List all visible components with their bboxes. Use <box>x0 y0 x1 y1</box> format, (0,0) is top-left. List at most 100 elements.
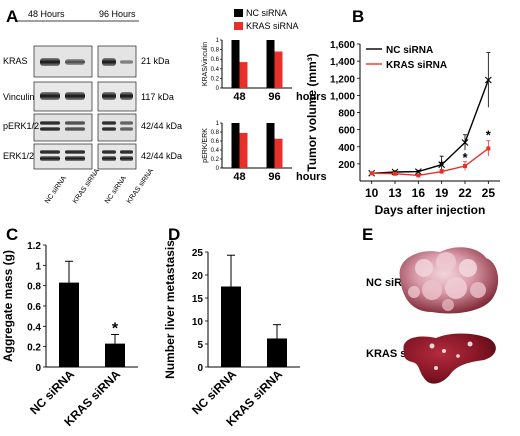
chart-perk-erk: 0 0.2 0.4 0.6 0.8 1 48 96 hours pERK/ERK <box>202 121 327 183</box>
blot-header-48h: 48 Hours <box>28 9 65 19</box>
chart-tumor-volume: 200 400 600 800 1,000 1,200 1,400 1,600 10 13 16 19… <box>305 40 500 217</box>
data-point <box>484 76 492 84</box>
liver-nc-image <box>399 247 499 314</box>
y-tick-label: 5 <box>197 340 203 351</box>
bar-kras <box>239 132 248 168</box>
x-axis-label: hours <box>296 91 327 103</box>
bar-nc <box>231 123 240 168</box>
bar-nc <box>231 40 240 88</box>
data-point <box>416 173 421 178</box>
x-tick-label: 25 <box>482 186 496 200</box>
y-tick-label: 0.4 <box>211 67 220 73</box>
legend-swatch <box>234 22 243 30</box>
y-tick-label: 800 <box>338 109 355 120</box>
bar <box>267 338 287 367</box>
x-tick-label: 10 <box>365 186 379 200</box>
y-tick-label: 10 <box>192 317 204 328</box>
series-line-kras <box>371 147 489 177</box>
y-tick-label: 1 <box>216 121 220 127</box>
y-tick-label: 0.2 <box>211 157 220 163</box>
y-tick-label: 1 <box>216 38 220 44</box>
y-axis-label: Number liver metastasis <box>163 240 177 379</box>
legend-label: NC siRNA <box>386 45 433 56</box>
lane-label-2: KRAS siRNA <box>72 167 101 205</box>
panel-label-e: E <box>362 225 373 244</box>
western-blot: 48 Hours 96 Hours <box>3 9 182 205</box>
y-tick-label: 0.8 <box>27 282 41 293</box>
bar <box>221 286 241 367</box>
y-tick-label: 0 <box>197 363 203 374</box>
y-tick-label: 15 <box>192 294 204 305</box>
x-tick-label: 48 <box>233 91 245 103</box>
bar <box>105 343 125 367</box>
liver-kras-image <box>403 333 496 384</box>
lane-label-3: NC siRNA <box>104 175 128 205</box>
data-point <box>439 169 444 174</box>
blot-size-perk: 42/44 kDa <box>141 121 182 131</box>
y-tick-label: 0.4 <box>27 322 41 333</box>
y-tick-label: 0 <box>216 166 220 172</box>
blot-size-vinculin: 117 kDa <box>141 92 174 102</box>
y-tick-label: 1,600 <box>330 40 355 51</box>
y-tick-label: 0.8 <box>211 48 220 54</box>
legend-label: KRAS siRNA <box>246 21 299 31</box>
panel-label-c: C <box>6 225 18 244</box>
bar <box>59 282 79 367</box>
y-tick-label: 1,000 <box>330 91 355 102</box>
significance-mark: * <box>112 320 119 337</box>
panel-label-b: B <box>352 7 364 26</box>
y-tick-label: 25 <box>192 248 204 259</box>
blot-row-perk: pERK1/2 <box>3 121 39 131</box>
y-tick-label: 0.8 <box>211 130 220 136</box>
x-axis-label: Days after injection <box>375 203 486 217</box>
bar-kras <box>274 138 283 168</box>
y-tick-label: 1 <box>35 261 41 272</box>
lane-label-4: KRAS siRNA <box>126 167 155 205</box>
bar-kras <box>239 62 248 88</box>
y-axis-label: pERK/ERK <box>202 128 209 163</box>
y-tick-label: 0.2 <box>211 76 220 82</box>
y-tick-label: 20 <box>192 271 204 282</box>
data-point <box>369 171 374 176</box>
y-axis-label: Aggregate mass (g) <box>1 250 15 362</box>
x-axis-label: hours <box>296 171 327 183</box>
y-tick-label: 0.2 <box>27 343 41 354</box>
panel-label-d: D <box>168 225 180 244</box>
y-axis-label: KRAS/vinculin <box>202 42 209 86</box>
x-tick-label: 96 <box>268 171 280 183</box>
significance-mark: * <box>486 127 492 142</box>
x-tick-label: 13 <box>388 186 402 200</box>
y-axis-label: Tumor volume (mm³) <box>305 53 319 171</box>
data-point <box>461 139 469 146</box>
x-tick-label: 16 <box>412 186 426 200</box>
y-tick-label: 600 <box>338 126 355 137</box>
y-tick-label: 400 <box>338 143 355 154</box>
y-tick-label: 200 <box>338 160 355 171</box>
x-tick-label: 22 <box>458 186 472 200</box>
y-tick-label: 0 <box>35 363 41 374</box>
y-tick-label: 0.6 <box>27 302 41 313</box>
x-tick-label: 48 <box>233 171 245 183</box>
bar-kras <box>274 51 283 88</box>
y-tick-label: 0.6 <box>211 57 220 63</box>
legend-label: NC siRNA <box>246 8 287 18</box>
data-point <box>463 164 467 169</box>
blot-row-erk: ERK1/2 <box>3 151 34 161</box>
x-tick-label: 96 <box>268 91 280 103</box>
bar-nc <box>266 123 275 168</box>
lane-label-1: NC siRNA <box>44 175 68 205</box>
y-tick-label: 0.6 <box>211 139 220 145</box>
chart-kras-vinculin: 0 0.2 0.4 0.6 0.8 1 48 96 hours KRAS/vinculin NC s… <box>202 8 327 103</box>
data-point <box>486 146 491 151</box>
legend-swatch <box>234 9 243 17</box>
series-line-nc <box>371 79 489 174</box>
blot-row-kras: KRAS <box>3 56 28 66</box>
blot-bands <box>40 58 133 161</box>
y-tick-label: 0 <box>216 86 220 92</box>
x-tick-label: 19 <box>435 186 449 200</box>
significance-mark: * <box>462 150 468 165</box>
blot-size-erk: 42/44 kDa <box>141 151 182 161</box>
